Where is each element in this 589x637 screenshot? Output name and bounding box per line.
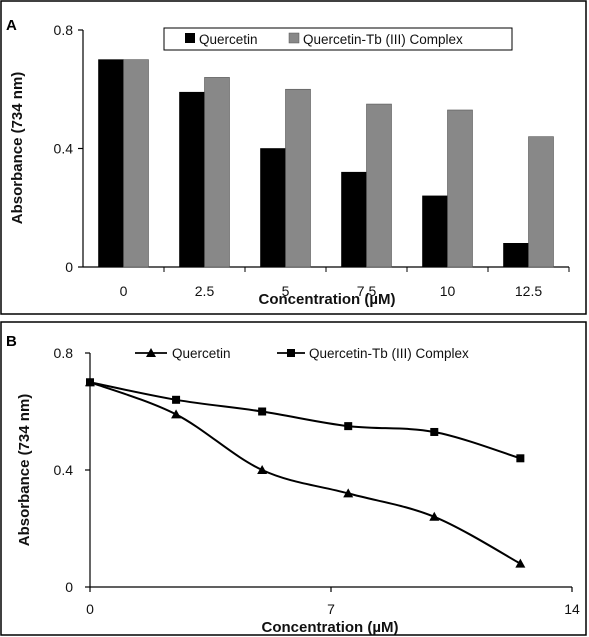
legend-label-quercetin-b: Quercetin [172, 346, 231, 361]
x-tick-label: 10 [440, 283, 456, 299]
bar-quercetin [179, 91, 205, 268]
y-tick-label: 0 [65, 579, 73, 595]
bar-quercetin-tb-complex [285, 88, 311, 268]
bar-quercetin [98, 59, 124, 268]
point-quercetin [171, 409, 182, 419]
y-tick-label: 0.4 [54, 141, 74, 157]
point-quercetin [257, 465, 268, 474]
panel-b: B Absorbance (734 nm) Concentration (µM)… [0, 321, 587, 636]
panel-b-y-axis-title: Absorbance (734 nm) [16, 394, 33, 547]
point-quercetin-tb-complex [430, 427, 439, 436]
x-tick-label: 2.5 [195, 283, 215, 299]
y-tick-label: 0.4 [54, 462, 74, 478]
bar-quercetin-tb-complex [528, 136, 554, 268]
bar-quercetin-tb-complex [366, 103, 392, 268]
bar-quercetin [503, 243, 529, 268]
legend-swatch-complex [288, 32, 300, 44]
bar-quercetin [260, 148, 286, 268]
x-tick-label: 7 [327, 601, 335, 617]
point-quercetin-tb-complex [86, 378, 94, 387]
point-quercetin-tb-complex [258, 407, 267, 416]
point-quercetin [343, 488, 354, 498]
x-tick-label: 0 [86, 601, 94, 617]
panel-a-label: A [6, 17, 17, 34]
bar-quercetin-tb-complex [123, 59, 149, 268]
panel-a-x-axis-title: Concentration (µM) [259, 291, 396, 308]
panel-a-legend-box [163, 27, 513, 51]
x-tick-label: 7.5 [357, 283, 377, 299]
panel-b-x-axis-title: Concentration (µM) [262, 619, 399, 636]
legend-label-quercetin: Quercetin [199, 32, 258, 47]
panel-b-legend: Quercetin Quercetin-Tb (III) Complex [135, 346, 469, 361]
x-tick-label: 14 [564, 601, 580, 617]
bar-quercetin [341, 171, 367, 268]
legend-marker-square [287, 349, 295, 357]
point-quercetin [429, 511, 440, 521]
legend-label-complex-b: Quercetin-Tb (III) Complex [309, 346, 469, 361]
y-tick-label: 0.8 [54, 345, 74, 361]
x-tick-label: 12.5 [515, 283, 542, 299]
bar-quercetin-tb-complex [447, 109, 473, 268]
panel-a-legend: Quercetin Quercetin-Tb (III) Complex [163, 27, 513, 51]
legend-swatch-quercetin [185, 33, 195, 43]
x-tick-label: 0 [120, 283, 128, 299]
line-quercetin [89, 381, 521, 565]
y-tick-label: 0 [65, 259, 73, 275]
point-quercetin-tb-complex [172, 395, 181, 404]
x-tick-label: 5 [282, 283, 290, 299]
point-quercetin [515, 558, 526, 568]
panel-a: A Absorbance (734 nm) Concentration (µM)… [0, 0, 587, 315]
legend-marker-triangle [146, 348, 156, 357]
bar-quercetin [422, 195, 448, 268]
panel-b-frame [0, 321, 587, 636]
bar-quercetin-tb-complex [204, 77, 230, 268]
point-quercetin-tb-complex [344, 422, 353, 431]
line-quercetin-tb-complex [89, 381, 521, 460]
panel-b-label: B [6, 333, 17, 350]
point-quercetin-tb-complex [516, 454, 525, 463]
panel-a-frame [0, 0, 587, 315]
panel-a-y-axis-title: Absorbance (734 nm) [9, 72, 26, 225]
legend-label-complex: Quercetin-Tb (III) Complex [303, 32, 463, 47]
y-tick-label: 0.8 [54, 22, 74, 38]
